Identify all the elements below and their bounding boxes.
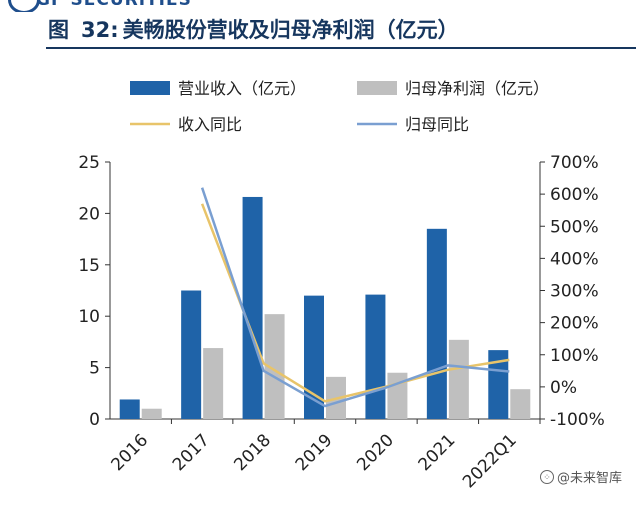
x-tick-label: 2022Q1	[459, 430, 521, 492]
net-profit-bar	[141, 408, 162, 419]
y-left-tick-label: 0	[89, 410, 100, 430]
logo-text: GF SECURITIES	[36, 0, 192, 10]
revenue-bar	[365, 294, 386, 419]
revenue-bar	[181, 290, 202, 419]
watermark: ⁘ @未来智库	[539, 467, 622, 486]
net-profit-bar	[387, 372, 408, 419]
header-strip: GF SECURITIES	[0, 0, 636, 12]
y-right-tick-label: 600%	[550, 185, 599, 205]
x-tick-label: 2020	[353, 430, 398, 475]
y-left-tick-label: 15	[78, 256, 100, 276]
figure-title: 图 32: 美畅股份营收及归母净利润（亿元）	[48, 14, 459, 44]
y-right-tick-label: 500%	[550, 217, 599, 237]
legend-label: 营业收入（亿元）	[178, 79, 306, 98]
y-left-tick-label: 5	[89, 359, 100, 379]
y-right-tick-label: 400%	[550, 249, 599, 269]
y-right-tick-label: 700%	[550, 153, 599, 173]
revenue-bar	[488, 350, 509, 419]
revenue-bar	[304, 295, 324, 419]
y-left-tick-label: 10	[78, 307, 100, 327]
legend-label: 归母净利润（亿元）	[405, 79, 549, 98]
figure-number: 32:	[81, 18, 119, 42]
y-right-tick-label: 200%	[550, 314, 599, 334]
legend-swatch	[357, 81, 397, 95]
net-profit-bar	[510, 389, 531, 419]
x-tick-label: 2018	[230, 430, 275, 475]
y-right-tick-label: 100%	[550, 346, 599, 366]
revenue-bar	[242, 196, 263, 419]
x-tick-label: 2021	[415, 430, 460, 475]
figure-label: 图	[48, 18, 69, 42]
title-divider	[46, 47, 636, 49]
y-right-tick-label: 300%	[550, 282, 599, 302]
y-left-tick-label: 20	[78, 204, 100, 224]
figure-title-text: 美畅股份营收及归母净利润（亿元）	[122, 18, 459, 42]
net-profit-bar	[264, 314, 285, 419]
y-left-tick-label: 25	[78, 153, 100, 173]
x-tick-label: 2016	[108, 430, 153, 475]
profit-yoy-line	[200, 187, 510, 408]
legend-label: 收入同比	[178, 115, 242, 134]
chat-bubble-icon: ⁘	[539, 469, 554, 484]
y-right-tick-label: -100%	[550, 410, 605, 430]
x-tick-label: 2019	[292, 430, 337, 475]
legend-swatch	[130, 81, 170, 95]
y-right-tick-label: 0%	[550, 378, 577, 398]
x-tick-label: 2017	[169, 430, 214, 475]
watermark-text: @未来智库	[556, 471, 622, 486]
revenue-bar	[119, 399, 140, 419]
revenue-bar	[426, 228, 447, 419]
legend-label: 归母同比	[405, 115, 469, 134]
net-profit-bar	[448, 339, 469, 419]
net-profit-bar	[203, 348, 224, 419]
